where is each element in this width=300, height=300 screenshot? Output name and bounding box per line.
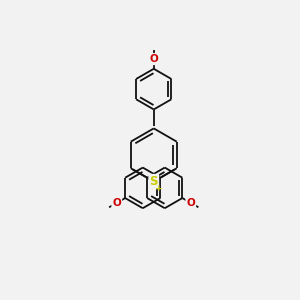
Text: O: O — [186, 198, 195, 208]
Text: S: S — [149, 175, 158, 188]
Text: O: O — [112, 198, 121, 208]
Text: O: O — [149, 54, 158, 64]
Text: +: + — [155, 184, 163, 193]
